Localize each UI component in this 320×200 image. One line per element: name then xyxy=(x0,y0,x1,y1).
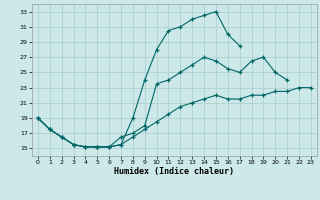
X-axis label: Humidex (Indice chaleur): Humidex (Indice chaleur) xyxy=(115,167,234,176)
